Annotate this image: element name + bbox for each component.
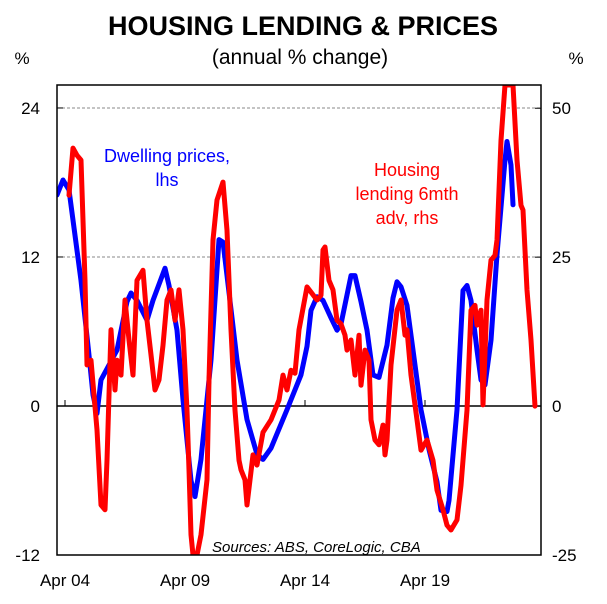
annotation-lending-line1: Housing [374,160,440,180]
left-tick-label: 12 [21,248,40,267]
left-tick-label: -12 [15,546,40,565]
right-tick-label: 50 [552,99,571,118]
right-tick-label: 25 [552,248,571,267]
left-axis-unit: % [14,49,29,68]
annotation-dwelling-line2: lhs [155,170,178,190]
x-tick-label: Apr 04 [40,571,90,590]
x-tick-label: Apr 14 [280,571,330,590]
series-lines [57,85,538,555]
right-tick-label: 0 [552,397,561,416]
x-tick-label: Apr 09 [160,571,210,590]
housing-lending-line [66,85,538,555]
axis-ticks: 24 12 0 -12 50 25 0 -25 Apr 04 Apr 09 Apr 14 Apr 19 [15,99,576,590]
annotation-dwelling-line1: Dwelling prices, [104,146,230,166]
right-axis-unit: % [568,49,583,68]
annotation-lending-line2: lending 6mth [355,184,458,204]
source-note: Sources: ABS, CoreLogic, CBA [212,539,421,556]
right-tick-label: -25 [552,546,577,565]
chart-title: HOUSING LENDING & PRICES [108,11,498,41]
left-tick-label: 24 [21,99,40,118]
chart-subtitle: (annual % change) [212,46,388,69]
left-tick-label: 0 [31,397,40,416]
gridlines [57,107,541,407]
x-tick-label: Apr 19 [400,571,450,590]
annotation-lending-line3: adv, rhs [376,208,439,228]
plot-frame [56,84,542,556]
